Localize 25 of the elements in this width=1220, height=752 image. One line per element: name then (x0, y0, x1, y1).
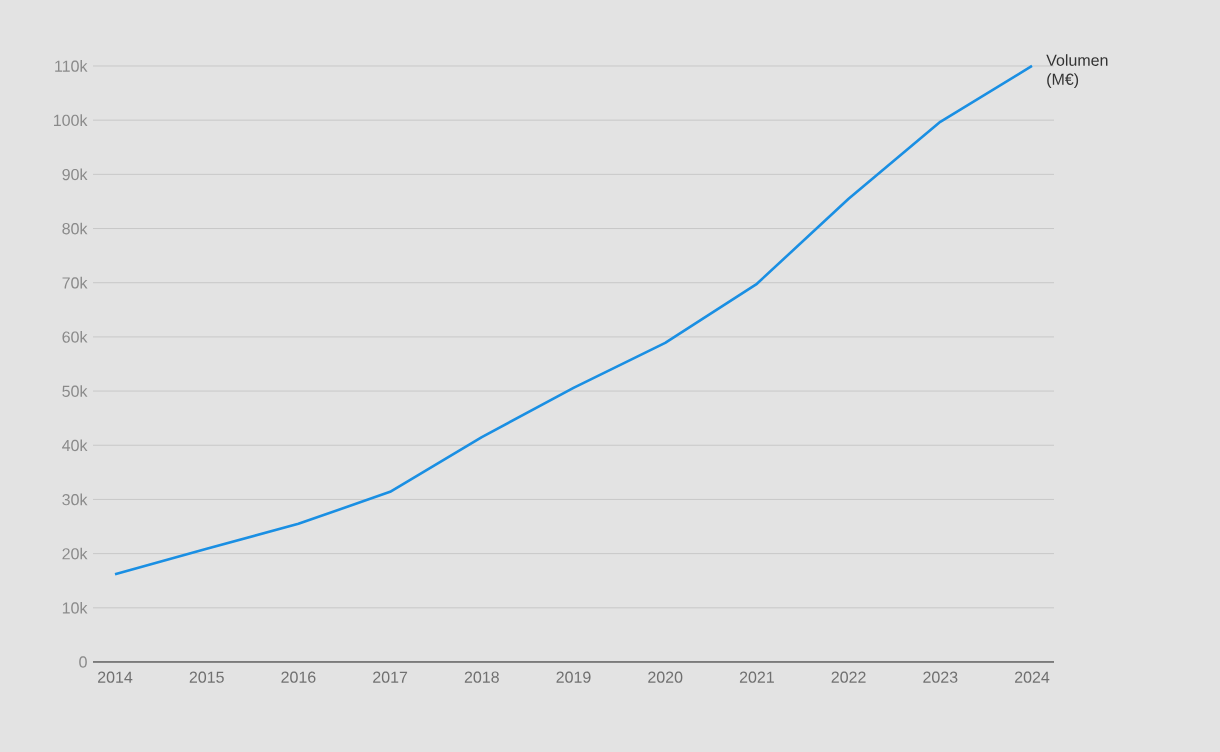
x-tick-label: 2023 (923, 671, 958, 683)
y-tick-label: 0 (79, 656, 87, 668)
series-label: Volumen (M€) (1046, 54, 1108, 89)
x-tick-label: 2019 (556, 671, 591, 683)
y-tick-label: 80k (62, 222, 88, 235)
y-tick-label: 50k (62, 385, 88, 397)
y-tick-label: 110k (55, 60, 88, 72)
y-tick-label: 20k (62, 547, 88, 560)
x-tick-label: 2020 (648, 671, 683, 683)
y-tick-label: 30k (62, 493, 88, 506)
y-tick-label: 40k (62, 439, 88, 452)
x-tick-label: 2014 (98, 671, 133, 683)
x-tick-label: 2017 (373, 671, 408, 683)
x-tick-label: 2016 (281, 671, 316, 683)
y-tick-label: 90k (62, 168, 88, 181)
y-tick-label: 70k (62, 276, 88, 289)
x-tick-label: 2015 (189, 671, 224, 683)
x-tick-label: 2024 (1015, 671, 1050, 683)
line-series (113, 64, 1034, 576)
x-tick-label: 2022 (831, 671, 866, 683)
y-tick-label: 10k (62, 601, 88, 614)
x-tick-label: 2018 (464, 671, 499, 683)
y-tick-label: 100k (53, 114, 88, 127)
y-tick-label: 60k (62, 331, 88, 343)
x-tick-label: 2021 (739, 671, 774, 683)
